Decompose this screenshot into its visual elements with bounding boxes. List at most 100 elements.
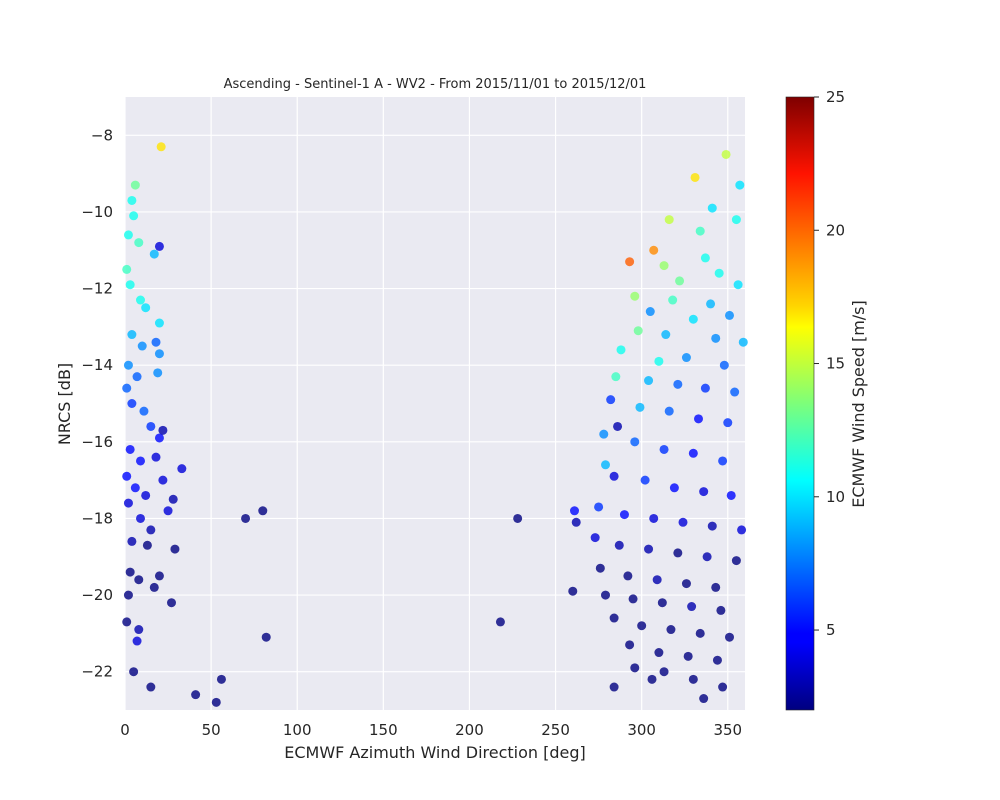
y-axis-label: NRCS [dB] bbox=[55, 363, 74, 445]
scatter-point bbox=[154, 433, 164, 443]
scatter-point bbox=[134, 238, 144, 248]
colorbar bbox=[785, 96, 815, 711]
scatter-point bbox=[136, 456, 145, 466]
y-tick-label: −16 bbox=[81, 433, 113, 451]
scatter-point bbox=[158, 475, 168, 485]
scatter-point bbox=[664, 215, 674, 225]
scatter-point bbox=[649, 513, 659, 523]
scatter-point bbox=[633, 326, 643, 336]
scatter-point bbox=[127, 536, 137, 546]
scatter-point bbox=[599, 429, 609, 439]
scatter-point bbox=[132, 372, 142, 382]
scatter-point bbox=[654, 356, 664, 366]
scatter-point bbox=[261, 632, 271, 642]
colorbar-tick-label: 20 bbox=[826, 221, 845, 239]
scatter-point bbox=[154, 571, 164, 581]
scatter-point bbox=[647, 674, 657, 684]
scatter-point bbox=[590, 533, 600, 543]
scatter-point bbox=[609, 613, 619, 623]
scatter-point bbox=[694, 414, 703, 424]
scatter-point bbox=[149, 249, 159, 259]
chart-title: Ascending - Sentinel-1 A - WV2 - From 20… bbox=[224, 77, 647, 92]
scatter-point bbox=[601, 460, 610, 470]
scatter-point bbox=[635, 402, 645, 412]
scatter-point bbox=[675, 276, 685, 286]
scatter-point bbox=[139, 406, 149, 416]
scatter-point bbox=[640, 475, 650, 485]
y-tick-label: −18 bbox=[81, 509, 113, 527]
scatter-point bbox=[134, 575, 144, 585]
scatter-point bbox=[707, 521, 717, 531]
scatter-point bbox=[637, 621, 647, 631]
scatter-point bbox=[688, 448, 698, 458]
scatter-point bbox=[673, 379, 683, 389]
scatter-point bbox=[168, 494, 178, 504]
scatter-point bbox=[681, 353, 691, 363]
x-tick-label: 100 bbox=[283, 721, 312, 739]
scatter-point bbox=[711, 333, 721, 343]
scatter-point bbox=[211, 697, 221, 707]
scatter-point bbox=[136, 295, 145, 305]
y-tick-label: −20 bbox=[81, 586, 113, 604]
scatter-point bbox=[726, 490, 736, 500]
scatter-point bbox=[657, 598, 667, 608]
scatter-point bbox=[630, 663, 640, 673]
scatter-point bbox=[606, 395, 616, 405]
scatter-point bbox=[688, 314, 698, 324]
scatter-point bbox=[625, 257, 635, 267]
scatter-point bbox=[687, 602, 697, 612]
scatter-point bbox=[241, 513, 251, 523]
scatter-point bbox=[125, 280, 135, 290]
scatter-point bbox=[695, 628, 705, 638]
x-tick-label: 150 bbox=[369, 721, 398, 739]
scatter-point bbox=[699, 487, 709, 497]
scatter-point bbox=[681, 579, 691, 589]
scatter-point bbox=[661, 330, 671, 340]
scatter-point bbox=[151, 452, 161, 462]
scatter-point bbox=[123, 360, 133, 370]
scatter-point bbox=[125, 444, 135, 454]
scatter-point bbox=[630, 291, 640, 301]
scatter-point bbox=[654, 648, 664, 658]
scatter-point bbox=[122, 471, 132, 481]
scatter-point bbox=[668, 295, 678, 305]
scatter-point bbox=[700, 253, 710, 263]
scatter-point bbox=[738, 337, 748, 347]
scatter-point bbox=[170, 544, 180, 554]
scatter-point bbox=[122, 383, 132, 393]
scatter-point bbox=[495, 617, 505, 627]
scatter-point bbox=[154, 349, 164, 359]
x-tick-label: 50 bbox=[202, 721, 221, 739]
scatter-point bbox=[167, 598, 176, 608]
scatter-point bbox=[707, 203, 717, 213]
scatter-point bbox=[571, 517, 581, 527]
scatter-point bbox=[669, 483, 679, 493]
scatter-point bbox=[134, 625, 144, 635]
scatter-point bbox=[149, 582, 159, 592]
scatter-points bbox=[122, 142, 748, 707]
scatter-point bbox=[141, 303, 151, 313]
scatter-point bbox=[652, 575, 662, 585]
colorbar-tick-label: 25 bbox=[826, 88, 845, 106]
scatter-point bbox=[723, 418, 733, 428]
scatter-point bbox=[714, 268, 724, 278]
scatter-point bbox=[137, 341, 147, 351]
scatter-point bbox=[153, 368, 163, 378]
scatter-point bbox=[125, 567, 135, 577]
scatter-point bbox=[609, 471, 619, 481]
scatter-point bbox=[163, 506, 173, 516]
scatter-point bbox=[730, 387, 740, 397]
scatter-point bbox=[129, 667, 139, 677]
scatter-point bbox=[609, 682, 619, 692]
scatter-point bbox=[614, 540, 624, 550]
scatter-point bbox=[649, 245, 659, 255]
scatter-point bbox=[718, 682, 728, 692]
y-tick-label: −14 bbox=[81, 356, 113, 374]
scatter-point bbox=[129, 211, 139, 221]
scatter-point bbox=[623, 571, 633, 581]
scatter-point bbox=[712, 655, 722, 665]
scatter-point bbox=[731, 556, 741, 566]
scatter-point bbox=[659, 261, 669, 271]
scatter-point bbox=[688, 674, 698, 684]
